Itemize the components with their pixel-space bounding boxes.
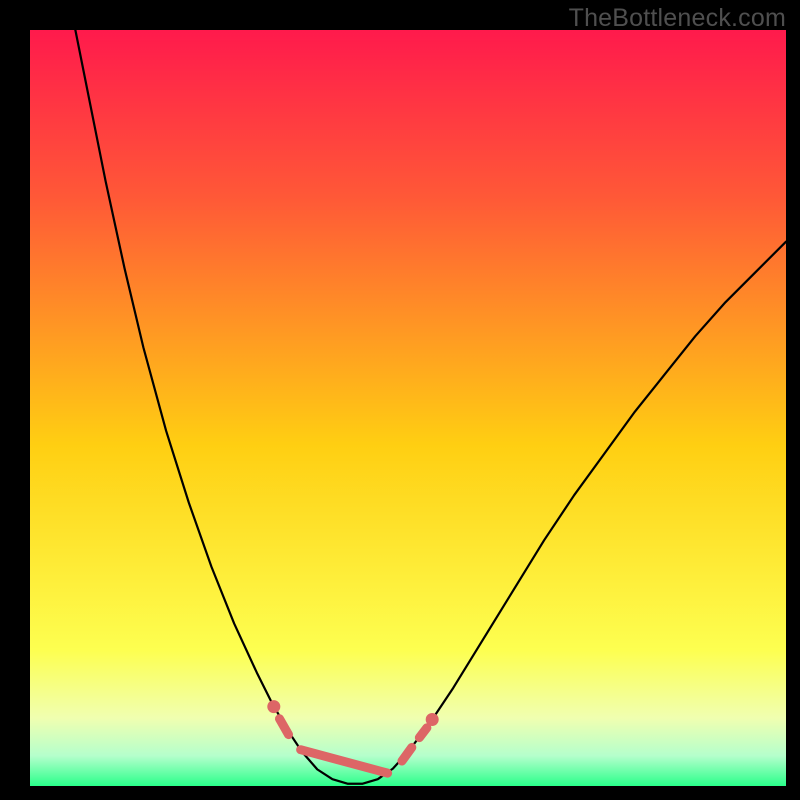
curve-overlay <box>0 0 800 800</box>
trace-segment-3 <box>419 728 427 738</box>
trace-segment-0 <box>279 719 288 735</box>
trace-dot-1 <box>426 713 439 726</box>
watermark-text: TheBottleneck.com <box>569 4 786 33</box>
trace-dot-0 <box>267 700 280 713</box>
stage: TheBottleneck.com <box>0 0 800 800</box>
trace-segment-1 <box>301 750 388 773</box>
trace-segment-2 <box>402 747 412 761</box>
bottleneck-curve <box>75 30 786 784</box>
